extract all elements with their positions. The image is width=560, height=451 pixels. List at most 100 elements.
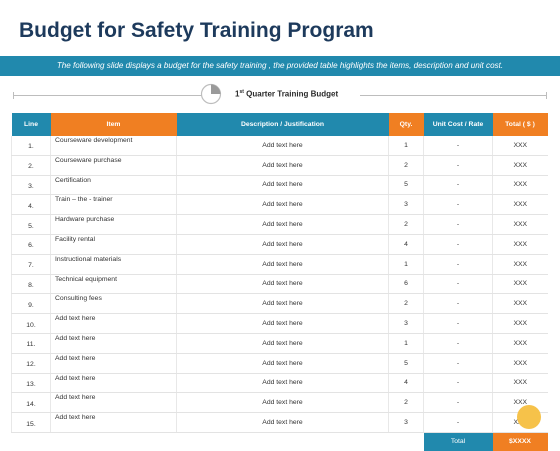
item-cell: Add text here xyxy=(50,373,177,394)
qty-cell: 3 xyxy=(388,412,424,433)
table-row: 14. Add text here Add text here 2- XXX xyxy=(11,392,548,414)
table-row: 13. Add text here Add text here 4- XXX xyxy=(11,373,548,394)
total-cell: XXX xyxy=(492,214,548,235)
unit-cost-cell: - xyxy=(423,313,493,334)
section-title: 1st Quarter Training Budget xyxy=(235,89,339,99)
table-header-row: Line Item Description / Justification Qt… xyxy=(11,113,548,136)
page-title: Budget for Safety Training Program xyxy=(19,19,374,42)
item-cell: Train – the - trainer xyxy=(50,194,177,216)
unit-cost-cell: - xyxy=(423,373,493,394)
item-cell: Add text here xyxy=(50,353,177,374)
description-cell: Add text here xyxy=(176,175,389,196)
table-row: 2. Courseware purchase Add text here 2- XXX xyxy=(11,155,548,176)
col-header-total: Total ( $ ) xyxy=(492,113,548,136)
unit-cost-cell: - xyxy=(423,274,493,295)
unit-cost-cell: - xyxy=(423,214,493,235)
qty-cell: 3 xyxy=(388,313,424,334)
description-cell: Add text here xyxy=(176,194,389,216)
section-header: 1st Quarter Training Budget xyxy=(13,83,547,105)
table-row: 1. Courseware development Add text here 1- X… xyxy=(11,136,548,156)
table-row: 8. Technical equipment Add text here 6- XXX xyxy=(11,274,548,295)
total-cell: XXX xyxy=(492,293,548,315)
item-cell: Facility rental xyxy=(50,234,177,255)
unit-cost-cell: - xyxy=(423,392,493,414)
item-cell: Technical equipment xyxy=(50,274,177,295)
line-cell: 7. xyxy=(11,254,51,275)
unit-cost-cell: - xyxy=(423,353,493,374)
table-row: 10. Add text here Add text here 3- XXX xyxy=(11,313,548,334)
unit-cost-cell: - xyxy=(423,412,493,433)
item-cell: Add text here xyxy=(50,392,177,414)
unit-cost-cell: - xyxy=(423,194,493,216)
description-cell: Add text here xyxy=(176,274,389,295)
line-cell: 8. xyxy=(11,274,51,295)
table-row: 3. Certification Add text here 5- XXX xyxy=(11,175,548,196)
divider-tick-right xyxy=(546,92,547,99)
item-cell: Courseware development xyxy=(50,136,177,156)
total-cell: XXX xyxy=(492,313,548,334)
item-cell: Certification xyxy=(50,175,177,196)
table-row: 12. Add text here Add text here 5- XXX xyxy=(11,353,548,374)
qty-cell: 2 xyxy=(388,392,424,414)
table-row: 11. Add text here Add text here 1- XXX xyxy=(11,333,548,354)
line-cell: 6. xyxy=(11,234,51,255)
description-cell: Add text here xyxy=(176,234,389,255)
line-cell: 4. xyxy=(11,194,51,216)
table-row: 6. Facility rental Add text here 4- XXX xyxy=(11,234,548,255)
description-cell: Add text here xyxy=(176,333,389,354)
item-cell: Instructional materials xyxy=(50,254,177,275)
col-header-unit-cost: Unit Cost / Rate xyxy=(423,113,493,136)
item-cell: Add text here xyxy=(50,333,177,354)
total-cell: XXX xyxy=(492,353,548,374)
divider-left xyxy=(13,95,206,96)
line-cell: 11. xyxy=(11,333,51,354)
item-cell: Consulting fees xyxy=(50,293,177,315)
unit-cost-cell: - xyxy=(423,254,493,275)
line-cell: 10. xyxy=(11,313,51,334)
line-cell: 2. xyxy=(11,155,51,176)
line-cell: 5. xyxy=(11,214,51,235)
unit-cost-cell: - xyxy=(423,333,493,354)
qty-cell: 6 xyxy=(388,274,424,295)
total-cell: XXX xyxy=(492,333,548,354)
description-cell: Add text here xyxy=(176,254,389,275)
subtitle-banner: The following slide displays a budget fo… xyxy=(0,56,560,76)
table-row: 9. Consulting fees Add text here 2- XXX xyxy=(11,293,548,315)
qty-cell: 1 xyxy=(388,254,424,275)
total-cell: XXX xyxy=(492,194,548,216)
total-cell: XXX xyxy=(492,234,548,255)
line-cell: 15. xyxy=(11,412,51,433)
col-header-item: Item xyxy=(50,113,177,136)
qty-cell: 4 xyxy=(388,234,424,255)
item-cell: Courseware purchase xyxy=(50,155,177,176)
total-label: Total xyxy=(423,432,493,451)
qty-cell: 1 xyxy=(388,333,424,354)
total-cell: XXX xyxy=(492,254,548,275)
table-row: 4. Train – the - trainer Add text here 3- XX… xyxy=(11,194,548,216)
line-cell: 3. xyxy=(11,175,51,196)
total-row: Total $XXXX xyxy=(12,432,548,451)
description-cell: Add text here xyxy=(176,412,389,433)
line-cell: 1. xyxy=(11,136,51,156)
qty-cell: 1 xyxy=(388,136,424,156)
qty-cell: 5 xyxy=(388,175,424,196)
unit-cost-cell: - xyxy=(423,136,493,156)
divider-right xyxy=(360,95,547,96)
qty-cell: 2 xyxy=(388,293,424,315)
unit-cost-cell: - xyxy=(423,234,493,255)
total-cell: XXX xyxy=(492,155,548,176)
unit-cost-cell: - xyxy=(423,155,493,176)
col-header-qty: Qty. xyxy=(388,113,424,136)
total-cell: XXX xyxy=(492,136,548,156)
description-cell: Add text here xyxy=(176,155,389,176)
pie-chart-icon xyxy=(200,83,222,105)
table-row: 7. Instructional materials Add text here 1-… xyxy=(11,254,548,275)
table-row: 5. Hardware purchase Add text here 2- XXX xyxy=(11,214,548,235)
qty-cell: 2 xyxy=(388,155,424,176)
unit-cost-cell: - xyxy=(423,293,493,315)
total-cell: XXX xyxy=(492,373,548,394)
line-cell: 13. xyxy=(11,373,51,394)
line-cell: 14. xyxy=(11,392,51,414)
description-cell: Add text here xyxy=(176,353,389,374)
